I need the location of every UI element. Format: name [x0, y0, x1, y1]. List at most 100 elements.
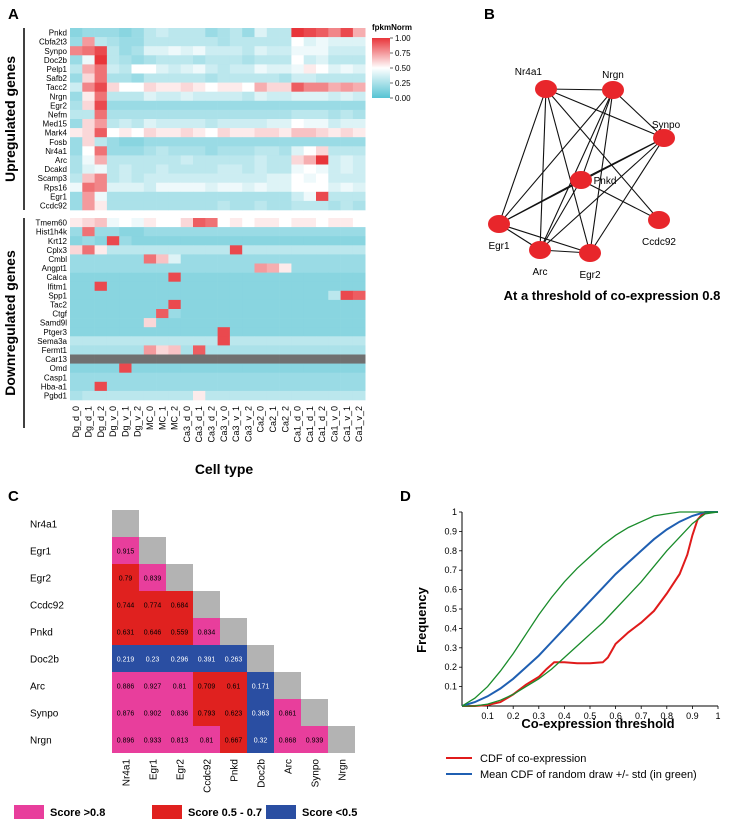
up-cell	[205, 46, 218, 56]
up-cell	[180, 55, 194, 65]
up-cell	[119, 46, 132, 56]
down-cell	[82, 227, 95, 237]
matrix-cell	[112, 537, 139, 564]
up-cell	[143, 46, 157, 56]
down-cell	[352, 327, 366, 337]
up-cell	[279, 191, 292, 202]
matrix-cell-value: 0.623	[225, 711, 243, 718]
panel-label-a: A	[8, 6, 19, 23]
matrix-row-label: Egr2	[30, 574, 52, 585]
up-cell	[131, 82, 145, 92]
down-cell	[303, 390, 317, 401]
legend-colorbar	[372, 38, 390, 98]
up-cell	[70, 164, 83, 174]
network-edge	[539, 179, 582, 251]
down-cell	[82, 372, 95, 383]
up-cell	[303, 73, 317, 83]
cdf-y-tick-label: 0.7	[444, 565, 457, 575]
down-cell	[352, 381, 366, 392]
matrix-cell-value: 0.933	[144, 738, 162, 745]
up-cell	[340, 182, 354, 193]
up-cell	[94, 28, 108, 38]
up-cell	[328, 119, 341, 129]
down-cell	[328, 372, 341, 383]
down-cell	[254, 290, 268, 301]
up-cell	[143, 91, 157, 102]
down-cell	[180, 345, 194, 355]
up-cell	[180, 137, 194, 147]
down-cell	[242, 327, 255, 337]
up-cell	[340, 200, 354, 211]
up-cell	[303, 100, 317, 111]
up-cell	[168, 182, 181, 193]
matrix-cell	[193, 645, 220, 672]
down-cell	[156, 354, 169, 364]
down-cell	[229, 254, 243, 264]
down-cell	[266, 327, 280, 337]
matrix-cell	[220, 645, 247, 672]
up-cell	[217, 37, 231, 47]
down-cell	[156, 254, 169, 264]
up-cell	[205, 164, 218, 174]
up-cell	[82, 73, 95, 83]
matrix-cell	[112, 726, 139, 753]
matrix-row-label: Arc	[30, 682, 45, 693]
up-cell	[168, 37, 181, 47]
network-node	[602, 81, 624, 99]
up-cell	[193, 137, 206, 147]
down-cell	[242, 272, 255, 282]
down-cell	[254, 227, 268, 237]
gene-label: Samd9l	[40, 319, 67, 328]
up-cell	[119, 200, 132, 211]
matrix-cell-value: 0.868	[279, 738, 297, 745]
up-cell	[229, 173, 243, 183]
down-cell	[352, 245, 366, 255]
up-cell	[217, 173, 231, 183]
up-cell	[70, 191, 83, 202]
up-cell	[254, 182, 268, 193]
down-cell	[291, 290, 304, 301]
down-cell	[291, 218, 304, 228]
up-cell	[156, 37, 169, 47]
matrix-legend-swatch	[152, 805, 182, 819]
up-cell	[266, 173, 280, 183]
down-cell	[266, 336, 280, 346]
up-cell	[229, 91, 243, 102]
up-cell	[193, 64, 206, 74]
up-cell	[242, 37, 255, 47]
down-cell	[131, 272, 145, 282]
matrix-column-label: Arc	[284, 759, 295, 774]
up-cell	[143, 191, 157, 202]
up-cell	[193, 46, 206, 56]
up-cell	[205, 73, 218, 83]
up-cell	[106, 91, 120, 102]
up-cell	[217, 146, 231, 156]
up-cell	[340, 46, 354, 56]
up-cell	[106, 128, 120, 138]
column-label: MC_1	[157, 406, 167, 430]
up-cell	[193, 182, 206, 193]
up-cell	[180, 128, 194, 138]
network-nodes: Nr4a1 Nrgn Synpo Pnkd Ccdc92 Egr1 Arc Egr2	[488, 67, 681, 281]
legend-tick-label: 0.25	[395, 79, 411, 88]
up-cell	[229, 146, 243, 156]
cdf-y-tick-label: 0.4	[444, 623, 457, 633]
matrix-cell-value: 0.631	[117, 630, 135, 637]
matrix-cell-value: 0.744	[117, 603, 135, 610]
up-cell	[70, 55, 83, 65]
up-cell	[82, 64, 95, 74]
up-cell	[254, 28, 268, 38]
down-cell	[279, 245, 292, 255]
down-cell	[254, 272, 268, 282]
matrix-cell-value: 0.559	[171, 630, 189, 637]
down-cell	[229, 354, 243, 364]
down-cell	[279, 336, 292, 346]
up-cell	[70, 64, 83, 74]
down-cell	[266, 363, 280, 373]
down-cell	[205, 290, 218, 301]
down-cell	[193, 236, 206, 246]
down-cell	[303, 363, 317, 373]
matrix-column-label: Synpo	[311, 759, 322, 788]
up-cell	[70, 28, 83, 38]
cdf-x-tick-label: 0.6	[609, 711, 622, 721]
